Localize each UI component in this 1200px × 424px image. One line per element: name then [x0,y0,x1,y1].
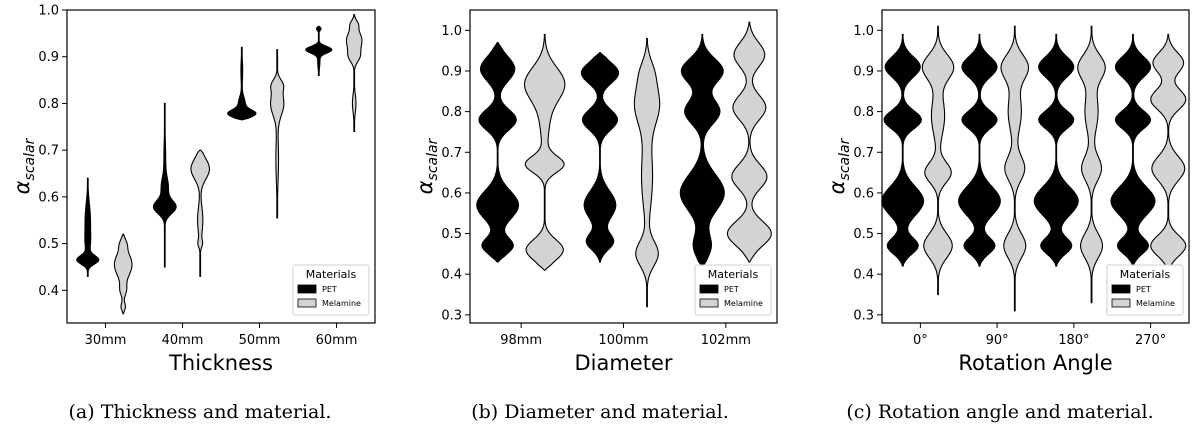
y-axis-label-subscript: scalar [22,137,38,180]
figure-caption: (c) Rotation angle and material. [846,401,1153,423]
legend-title: Materials [1120,268,1171,281]
legend: Materials PET Melamine [694,264,772,316]
x-axis-label: Rotation Angle [958,351,1112,375]
y-axis-label-symbol: α [10,180,34,194]
legend-swatch-pet [699,284,719,294]
violin-pet-40mm [152,102,177,268]
y-axis-label-subscript: scalar [837,137,853,180]
y-tick-label: 0.9 [38,50,59,65]
y-axis-label-symbol: α [413,180,437,194]
violin-melamine-30mm [113,233,133,315]
y-tick-label: 0.7 [38,144,59,159]
y-tick-label: 1.0 [853,24,874,39]
figure-caption: (b) Diameter and material. [471,401,729,423]
legend-entry-melamine: Melamine [1136,299,1175,308]
y-tick-label: 0.9 [441,64,462,79]
chart-panel-3: 0.3 0.4 0.5 0.6 0.7 0.8 0.9 1.0 0° 90° 180° 270° Rot… [825,9,1190,423]
violin-pet-0° [881,33,925,267]
y-tick-label: 0.5 [853,227,874,242]
violin-melamine-100mm [633,37,661,308]
y-tick-label: 0.3 [853,308,874,323]
violin-melamine-180° [1077,25,1106,304]
legend: Materials PET Melamine [1106,264,1184,316]
x-tick-label: 90° [986,333,1009,348]
legend-swatch-pet [1111,284,1131,294]
legend-swatch-pet [297,284,317,294]
y-tick-label: 0.8 [853,105,874,120]
y-axis-label: αscalar [413,137,441,194]
y-tick-label: 0.4 [38,284,59,299]
legend-title: Materials [708,268,759,281]
y-tick-label: 0.9 [853,64,874,79]
y-axis-label: αscalar [10,137,38,194]
plot-frame [469,9,778,324]
y-tick-label: 0.8 [441,105,462,120]
legend: Materials PET Melamine [292,264,370,316]
x-tick-label: 0° [913,333,928,348]
violin-melamine-0° [921,25,955,296]
chart-panel-2: 0.3 0.4 0.5 0.6 0.7 0.8 0.9 1.0 98mm 100mm 102mm Di… [413,9,778,423]
violin-pet-98mm [476,41,520,263]
legend-entry-pet: PET [724,285,739,294]
y-tick-label: 0.6 [853,186,874,201]
x-tick-label: 180° [1058,333,1089,348]
plot-frame [66,9,376,324]
violin-pet-90° [958,33,1001,267]
violin-melamine-60mm [345,14,363,133]
legend-entry-pet: PET [322,285,337,294]
y-tick-label: 0.8 [38,97,59,112]
violin-pet-270° [1110,33,1156,267]
x-tick-label: 98mm [500,333,542,348]
violin-melamine-102mm [726,21,772,263]
violin-melamine-98mm [523,33,566,271]
legend-swatch-melamine [1111,298,1131,308]
y-tick-label: 0.7 [441,146,462,161]
x-tick-label: 270° [1135,333,1166,348]
y-tick-label: 0.5 [441,227,462,242]
y-axis-label-subscript: scalar [425,137,441,180]
x-tick-label: 60mm [316,333,358,348]
violin-melamine-50mm [269,49,285,219]
y-tick-label: 0.4 [853,268,874,283]
violin-pet-30mm [76,177,100,277]
violin-pet-102mm [679,33,725,267]
violin-melamine-40mm [190,149,210,277]
x-tick-label: 40mm [162,333,204,348]
x-tick-label: 102mm [701,333,751,348]
x-axis-label: Thickness [168,351,273,375]
plot-frame [881,9,1190,324]
legend-entry-pet: PET [1136,285,1151,294]
y-tick-label: 0.6 [38,190,59,205]
y-tick-label: 0.7 [853,146,874,161]
violin-pet-180° [1033,33,1079,267]
x-axis-label: Diameter [574,351,672,375]
x-tick-label: 100mm [598,333,648,348]
legend-title: Materials [306,268,357,281]
figure-caption: (a) Thickness and material. [69,401,332,423]
legend-swatch-melamine [297,298,317,308]
y-tick-label: 1.0 [441,24,462,39]
violin-melamine-270° [1150,33,1187,304]
chart-panel-1: 0.4 0.5 0.6 0.7 0.8 0.9 1.0 30mm 40mm 50mm 60mm Thi… [10,4,376,423]
legend-entry-melamine: Melamine [322,299,361,308]
violin-pet-100mm [580,52,620,263]
x-tick-label: 30mm [85,333,127,348]
y-tick-label: 0.3 [441,308,462,323]
legend-swatch-melamine [699,298,719,308]
y-axis-label: αscalar [825,137,853,194]
legend-entry-melamine: Melamine [724,299,763,308]
y-tick-label: 0.6 [441,186,462,201]
violin-melamine-90° [1000,25,1030,312]
y-tick-label: 0.4 [441,268,462,283]
y-tick-label: 1.0 [38,4,59,19]
y-tick-label: 0.5 [38,237,59,252]
violin-pet-50mm [227,46,257,121]
violin-pet-60mm [305,25,333,76]
x-tick-label: 50mm [239,333,281,348]
y-axis-label-symbol: α [825,180,849,194]
